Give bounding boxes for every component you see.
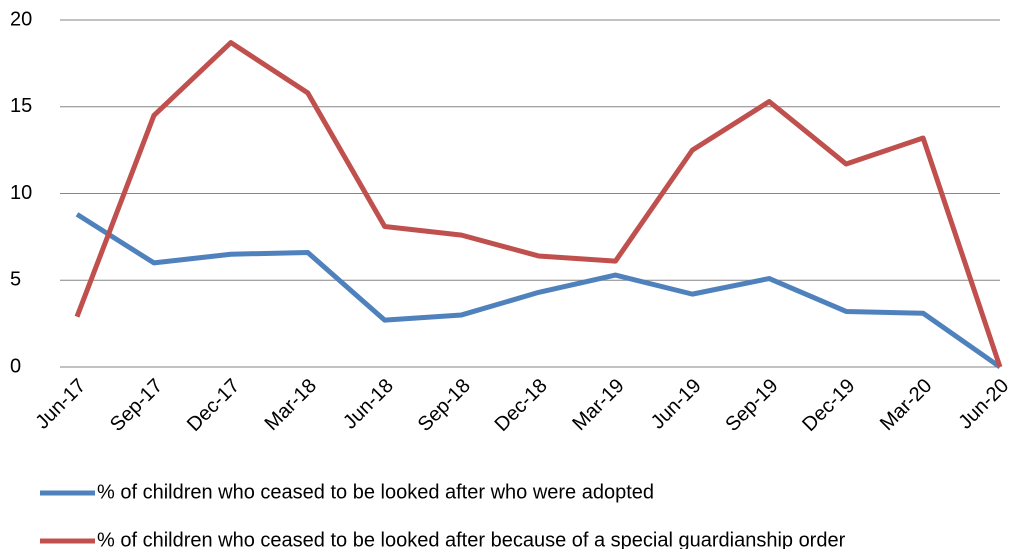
x-tick-label: Sep-18 <box>414 375 475 436</box>
x-tick-label: Jun-20 <box>954 375 1010 434</box>
legend-label: % of children who ceased to be looked af… <box>97 529 846 549</box>
series-line <box>75 212 1002 370</box>
x-tick-label: Jun-19 <box>647 375 706 434</box>
y-tick-label: 10 <box>10 182 32 204</box>
x-tick-label: Dec-18 <box>491 375 552 436</box>
x-tick-label: Mar-18 <box>261 375 321 435</box>
legend-label: % of children who ceased to be looked af… <box>97 481 654 503</box>
y-tick-label: 0 <box>10 355 21 377</box>
x-tick-label: Sep-19 <box>721 375 782 436</box>
x-tick-label: Jun-18 <box>339 375 398 434</box>
x-tick-label: Jun-17 <box>31 375 90 434</box>
x-tick-label: Mar-20 <box>876 375 936 435</box>
series-line <box>74 40 1003 368</box>
x-tick-label: Dec-17 <box>183 375 244 436</box>
y-tick-label: 5 <box>10 269 21 291</box>
y-tick-label: 15 <box>10 95 32 117</box>
x-tick-label: Mar-19 <box>568 375 628 435</box>
x-tick-label: Sep-17 <box>106 375 167 436</box>
y-tick-label: 20 <box>10 8 32 30</box>
x-tick-label: Dec-19 <box>798 375 859 436</box>
